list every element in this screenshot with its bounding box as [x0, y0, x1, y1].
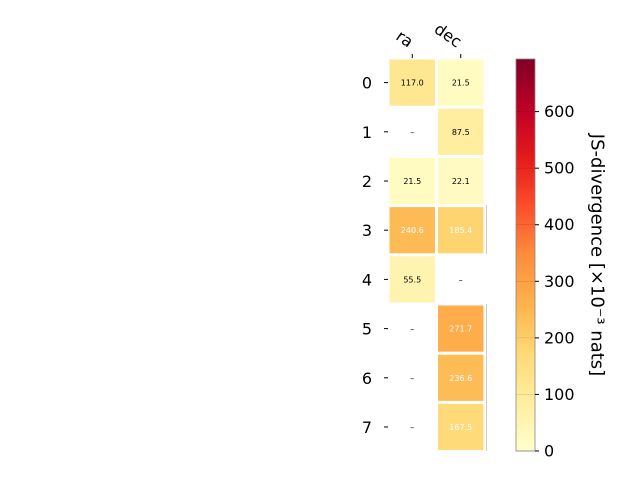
- colorbar-tick-label: 400: [544, 215, 575, 234]
- colorbar: 0 100 200 300 400 500 600: [515, 58, 575, 461]
- cell-value-label: 240.6: [401, 226, 424, 235]
- row-label: 1: [362, 123, 372, 142]
- column-label: dec: [431, 19, 465, 51]
- row-label: 3: [362, 221, 372, 240]
- row-label: 4: [362, 270, 372, 289]
- colorbar-tick-label: 500: [544, 159, 575, 178]
- row-label: 7: [362, 418, 372, 437]
- heatmap-cell: [438, 157, 484, 205]
- colorbar-tick-label: 200: [544, 328, 575, 347]
- missing-cell-label: –: [410, 128, 414, 137]
- cell-value-label: 21.5: [403, 177, 421, 186]
- cell-value-label: 87.5: [452, 128, 470, 137]
- heatmap-cell: [389, 256, 435, 303]
- cell-value-label: 167.5: [449, 423, 472, 432]
- cell-value-label: 236.6: [449, 374, 472, 383]
- colorbar-bar: [515, 58, 536, 452]
- cell-value-label: 117.0: [401, 79, 424, 88]
- heatmap-cell: [389, 157, 435, 205]
- heatmap-cells: 117.0 21.5 – 87.5 21.5 22.1 240.6 185.4 55.5 – – 27…: [389, 59, 487, 451]
- heatmap-cell: [438, 108, 484, 155]
- missing-cell-label: –: [410, 325, 414, 334]
- missing-cell-label: –: [459, 275, 463, 284]
- heatmap-cell: [438, 305, 484, 352]
- colorbar-title: JS-divergence [×10⁻³ nats]: [586, 133, 608, 377]
- heatmap-cell: [438, 59, 484, 106]
- missing-cell-label: –: [410, 374, 414, 383]
- cell-value-label: 55.5: [403, 275, 421, 284]
- heatmap-cell: [438, 403, 484, 451]
- row-label: 2: [362, 172, 372, 191]
- row-labels: 0 1 2 3 4 5 6 7: [362, 74, 388, 437]
- column-label: ra: [393, 26, 417, 51]
- colorbar-tick-label: 0: [544, 442, 554, 461]
- cell-value-label: 271.7: [449, 325, 472, 334]
- row-label: 6: [362, 369, 372, 388]
- heatmap-cell: [438, 354, 484, 401]
- cell-value-label: 21.5: [452, 79, 470, 88]
- row-label: 0: [362, 74, 372, 93]
- row-label: 5: [362, 320, 372, 339]
- heatmap-cell: [389, 207, 435, 254]
- colorbar-tick-label: 300: [544, 272, 575, 291]
- heatmap-cell: [438, 207, 484, 254]
- colorbar-tick-label: 600: [544, 102, 575, 121]
- cell-value-label: 185.4: [449, 226, 472, 235]
- missing-cell-label: –: [410, 423, 414, 432]
- column-labels: ra dec: [393, 19, 465, 58]
- cell-value-label: 22.1: [452, 177, 470, 186]
- heatmap-cell: [389, 59, 435, 106]
- colorbar-tick-label: 100: [544, 385, 575, 404]
